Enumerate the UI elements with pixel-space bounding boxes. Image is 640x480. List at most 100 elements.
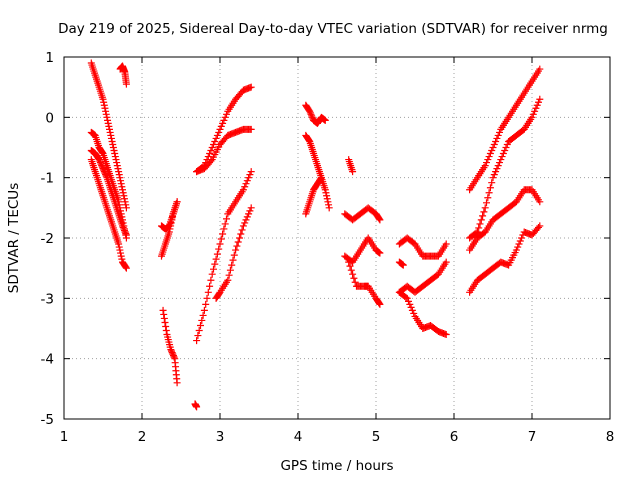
- data-point: [323, 195, 331, 203]
- data-point: [102, 110, 110, 118]
- data-point: [203, 294, 211, 302]
- series-8: [159, 306, 181, 387]
- data-point: [479, 212, 487, 220]
- data-point: [110, 147, 118, 155]
- data-point: [100, 101, 108, 109]
- data-point: [493, 165, 501, 173]
- data-point: [96, 157, 104, 165]
- data-point: [501, 147, 509, 155]
- data-point: [486, 150, 494, 158]
- data-point: [168, 347, 176, 355]
- data-point: [325, 201, 333, 209]
- series-22: [395, 258, 450, 296]
- data-point: [101, 104, 109, 112]
- data-point: [229, 256, 237, 264]
- data-point: [349, 168, 357, 176]
- data-point: [232, 246, 240, 254]
- data-point: [247, 83, 255, 91]
- data-point: [193, 403, 201, 411]
- data-point: [104, 116, 112, 124]
- data-point: [225, 271, 233, 279]
- data-point: [217, 122, 225, 130]
- data-point: [480, 208, 488, 216]
- series-10: [193, 83, 255, 176]
- data-point: [215, 128, 223, 136]
- x-tick-label: 8: [606, 429, 615, 445]
- data-point: [207, 147, 215, 155]
- series-5: [116, 62, 130, 88]
- data-point: [325, 204, 333, 212]
- data-point: [95, 156, 103, 164]
- data-point: [483, 159, 490, 167]
- data-point: [216, 125, 224, 133]
- data-point: [494, 162, 502, 170]
- data-point: [532, 104, 540, 112]
- data-point: [213, 131, 221, 139]
- data-point: [105, 122, 113, 130]
- series-4: [87, 156, 130, 272]
- data-point: [193, 337, 201, 345]
- data-point: [219, 230, 227, 238]
- x-tick-label: 1: [60, 429, 69, 445]
- data-point: [498, 153, 506, 161]
- data-point: [102, 172, 110, 180]
- data-point: [246, 171, 254, 179]
- series-1: [87, 59, 130, 212]
- x-tick-label: 3: [216, 429, 225, 445]
- data-point: [514, 243, 522, 251]
- data-point: [112, 156, 120, 164]
- data-point: [406, 300, 414, 308]
- series-19: [341, 234, 384, 266]
- data-point: [198, 316, 206, 324]
- data-point: [485, 189, 493, 197]
- data-point: [167, 346, 175, 354]
- data-point: [405, 297, 412, 305]
- data-point: [119, 189, 127, 197]
- data-point: [317, 174, 325, 182]
- data-point: [118, 183, 126, 191]
- data-point: [162, 327, 170, 335]
- data-point: [104, 119, 112, 127]
- data-point: [202, 300, 210, 308]
- data-point: [213, 250, 221, 258]
- y-tick-label: 0: [45, 110, 54, 126]
- data-point: [243, 213, 251, 221]
- data-point: [106, 128, 114, 136]
- data-point: [536, 65, 544, 73]
- data-point: [212, 134, 220, 142]
- data-point: [399, 261, 407, 269]
- data-point: [490, 171, 498, 179]
- data-point: [226, 266, 234, 274]
- data-point: [346, 262, 354, 270]
- y-tick-label: -3: [41, 291, 54, 307]
- data-point: [115, 171, 123, 179]
- data-point: [96, 159, 104, 167]
- data-point: [376, 216, 384, 224]
- data-point: [442, 258, 450, 266]
- data-point: [160, 310, 168, 318]
- data-point: [117, 180, 125, 188]
- data-point: [515, 240, 523, 248]
- data-point: [308, 112, 316, 120]
- data-point: [221, 220, 229, 228]
- data-point: [207, 157, 215, 165]
- series-16: [302, 174, 325, 218]
- data-point: [242, 180, 250, 188]
- data-point: [200, 306, 208, 314]
- data-point: [351, 278, 359, 286]
- data-point: [481, 204, 489, 212]
- series-9: [191, 400, 201, 411]
- data-point: [497, 156, 505, 164]
- data-point: [486, 184, 494, 192]
- data-point: [99, 165, 107, 173]
- data-point: [111, 150, 119, 158]
- data-point: [349, 270, 357, 278]
- data-point: [496, 128, 503, 136]
- series-18: [341, 204, 384, 224]
- data-point: [347, 266, 355, 274]
- data-point: [119, 222, 126, 230]
- data-point: [102, 107, 110, 115]
- data-point: [194, 332, 202, 340]
- data-point: [306, 107, 314, 115]
- data-point: [160, 314, 168, 322]
